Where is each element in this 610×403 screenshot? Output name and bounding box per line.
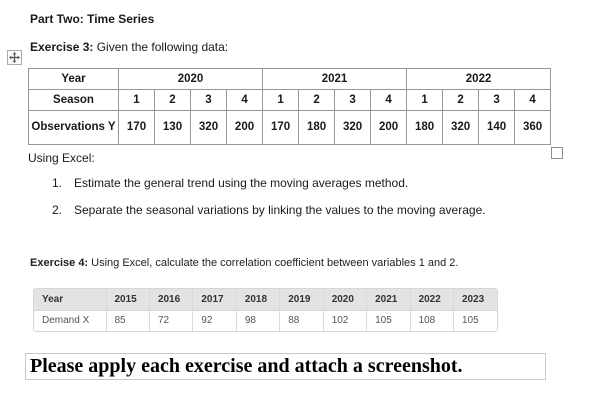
exercise3-heading: Exercise 3: Given the following data: bbox=[30, 40, 228, 54]
table1-row-label-season: Season bbox=[28, 89, 119, 111]
table2-header-cell: 2021 bbox=[366, 289, 411, 311]
table1-row-label-year: Year bbox=[28, 68, 119, 90]
table1-season-cell: 2 bbox=[298, 89, 336, 111]
using-excel-label: Using Excel: bbox=[28, 151, 95, 165]
table1-observation-cell: 140 bbox=[478, 110, 516, 145]
table1-year-cell: 2022 bbox=[406, 68, 552, 90]
table2-value-cell: 72 bbox=[148, 310, 193, 331]
table1-observation-cell: 200 bbox=[370, 110, 408, 145]
table1-observation-cell: 180 bbox=[406, 110, 444, 145]
table2-value-cell: 105 bbox=[366, 310, 411, 331]
move-icon bbox=[9, 52, 20, 63]
table1-row-label-observations: Observations Y bbox=[28, 110, 119, 145]
table1-season-cell: 4 bbox=[514, 89, 552, 111]
list-item-text: Separate the seasonal variations by link… bbox=[74, 203, 486, 217]
table1-observation-cell: 180 bbox=[298, 110, 336, 145]
table2-header-cell: 2015 bbox=[105, 289, 150, 311]
table2-value-cell: 98 bbox=[235, 310, 280, 331]
table-move-handle[interactable] bbox=[7, 50, 22, 65]
list-item-number: 2. bbox=[52, 203, 63, 217]
table-resize-handle[interactable] bbox=[551, 147, 563, 159]
table1-season-cell: 3 bbox=[478, 89, 516, 111]
table1-year-cell: 2020 bbox=[117, 68, 264, 90]
table1-season-cell: 1 bbox=[406, 89, 444, 111]
exercise3-data-table: Year 2020 2021 2022 Season 1 2 3 4 1 2 3… bbox=[28, 68, 552, 145]
table2-value-cell: 92 bbox=[192, 310, 237, 331]
table2-header-cell: 2018 bbox=[235, 289, 280, 311]
table2-header-year: Year bbox=[34, 289, 106, 311]
table1-observation-cell: 320 bbox=[442, 110, 480, 145]
table2-header-cell: 2016 bbox=[148, 289, 193, 311]
exercise4-label: Exercise 4: bbox=[30, 257, 89, 269]
table1-season-cell: 1 bbox=[262, 89, 300, 111]
table1-observation-cell: 320 bbox=[334, 110, 372, 145]
table2-header-cell: 2022 bbox=[409, 289, 454, 311]
table1-season-cell: 2 bbox=[154, 89, 191, 111]
exercise3-label: Exercise 3: bbox=[30, 40, 94, 54]
exercise4-heading: Exercise 4: Using Excel, calculate the c… bbox=[30, 257, 458, 269]
table1-year-cell: 2021 bbox=[262, 68, 408, 90]
exercise4-text: Using Excel, calculate the correlation c… bbox=[88, 257, 459, 269]
table2-header-cell: 2020 bbox=[322, 289, 367, 311]
table1-season-cell: 3 bbox=[190, 89, 227, 111]
table1-season-cell: 4 bbox=[225, 89, 264, 111]
list-item-number: 1. bbox=[52, 176, 63, 190]
table1-observation-cell: 170 bbox=[118, 110, 155, 145]
part-title: Part Two: Time Series bbox=[30, 12, 155, 26]
list-item-text: Estimate the general trend using the mov… bbox=[74, 176, 409, 190]
table2-value-cell: 88 bbox=[279, 310, 324, 331]
table2-header-cell: 2023 bbox=[453, 289, 497, 311]
table2-header-cell: 2019 bbox=[279, 289, 324, 311]
table2-value-cell: 102 bbox=[322, 310, 367, 331]
table2-value-cell: 105 bbox=[453, 310, 497, 331]
table1-observation-cell: 170 bbox=[262, 110, 300, 145]
table1-observation-cell: 200 bbox=[225, 110, 264, 145]
table1-season-cell: 3 bbox=[334, 89, 372, 111]
table1-season-cell: 1 bbox=[118, 89, 155, 111]
table1-observation-cell: 320 bbox=[190, 110, 227, 145]
table1-observation-cell: 360 bbox=[514, 110, 552, 145]
table2-header-cell: 2017 bbox=[192, 289, 237, 311]
table1-season-cell: 2 bbox=[442, 89, 480, 111]
table2-value-cell: 85 bbox=[105, 310, 150, 331]
table2-value-cell: 108 bbox=[409, 310, 454, 331]
instruction-note-box: Please apply each exercise and attach a … bbox=[25, 353, 546, 380]
instruction-note-text: Please apply each exercise and attach a … bbox=[30, 355, 463, 377]
table1-observation-cell: 130 bbox=[154, 110, 191, 145]
table2-demand-label: Demand X bbox=[34, 310, 106, 331]
table1-season-cell: 4 bbox=[370, 89, 408, 111]
exercise3-text: Given the following data: bbox=[93, 40, 229, 54]
exercise4-data-table: Year 2015 2016 2017 2018 2019 2020 2021 … bbox=[33, 288, 498, 332]
